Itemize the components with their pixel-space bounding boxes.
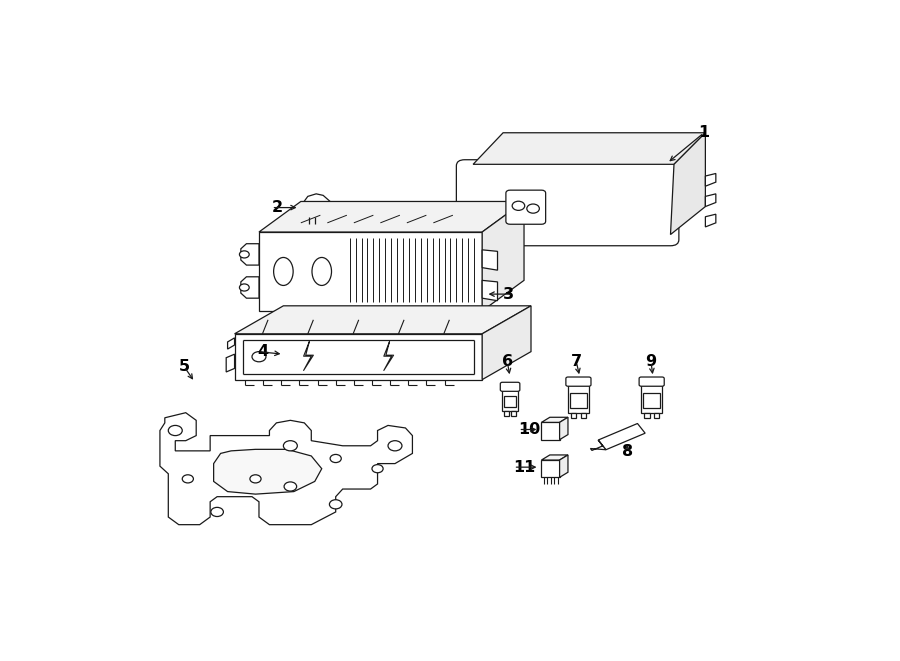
Polygon shape: [706, 194, 716, 207]
Polygon shape: [235, 306, 531, 334]
Text: 6: 6: [501, 354, 513, 369]
Polygon shape: [241, 277, 259, 298]
Circle shape: [284, 441, 297, 451]
Circle shape: [284, 482, 297, 491]
Polygon shape: [706, 173, 716, 186]
Bar: [644, 412, 650, 418]
Polygon shape: [482, 306, 531, 379]
Text: 9: 9: [645, 354, 656, 369]
Polygon shape: [226, 354, 235, 372]
Text: 7: 7: [571, 354, 582, 369]
Polygon shape: [280, 311, 302, 324]
FancyBboxPatch shape: [566, 377, 591, 386]
Polygon shape: [590, 440, 606, 450]
Polygon shape: [228, 338, 235, 349]
Polygon shape: [473, 133, 706, 165]
FancyBboxPatch shape: [456, 160, 679, 246]
Circle shape: [372, 465, 383, 473]
Polygon shape: [235, 334, 482, 379]
Bar: [571, 412, 576, 418]
Circle shape: [526, 204, 539, 214]
Bar: [580, 412, 586, 418]
Polygon shape: [482, 202, 524, 311]
Text: 1: 1: [698, 126, 709, 140]
Bar: [511, 411, 516, 416]
Ellipse shape: [274, 258, 293, 286]
FancyBboxPatch shape: [500, 382, 520, 391]
Polygon shape: [482, 280, 498, 301]
Polygon shape: [560, 417, 568, 440]
Text: 8: 8: [622, 444, 633, 459]
Polygon shape: [482, 250, 498, 270]
Polygon shape: [542, 460, 560, 477]
Polygon shape: [542, 417, 568, 422]
Text: 10: 10: [518, 422, 541, 437]
Bar: [505, 395, 516, 407]
Bar: [570, 393, 587, 408]
FancyBboxPatch shape: [506, 190, 545, 224]
Circle shape: [512, 201, 525, 210]
Polygon shape: [322, 311, 341, 324]
Circle shape: [388, 441, 402, 451]
Polygon shape: [241, 244, 259, 265]
Polygon shape: [670, 133, 706, 235]
Circle shape: [239, 284, 249, 291]
Bar: [644, 393, 660, 408]
FancyBboxPatch shape: [639, 377, 664, 386]
Circle shape: [211, 508, 223, 516]
Polygon shape: [160, 412, 412, 525]
Polygon shape: [542, 455, 568, 460]
Bar: [568, 385, 589, 412]
Polygon shape: [213, 449, 322, 494]
Polygon shape: [364, 311, 381, 324]
Polygon shape: [259, 202, 524, 232]
Circle shape: [250, 475, 261, 483]
Text: 4: 4: [257, 344, 269, 359]
Text: 2: 2: [272, 200, 283, 215]
Bar: [653, 412, 660, 418]
Circle shape: [252, 352, 266, 362]
Text: 11: 11: [514, 459, 536, 475]
Polygon shape: [259, 232, 482, 311]
Text: 5: 5: [179, 360, 190, 374]
Ellipse shape: [312, 258, 331, 286]
Text: 3: 3: [502, 287, 514, 301]
Circle shape: [330, 454, 341, 463]
Circle shape: [168, 426, 182, 436]
Bar: [502, 390, 518, 411]
Polygon shape: [598, 424, 645, 449]
Circle shape: [182, 475, 194, 483]
Bar: [641, 385, 662, 412]
Polygon shape: [542, 422, 560, 440]
Bar: [505, 411, 508, 416]
Polygon shape: [706, 214, 716, 227]
Polygon shape: [560, 455, 568, 477]
Circle shape: [239, 251, 249, 258]
Circle shape: [329, 500, 342, 509]
Polygon shape: [302, 194, 330, 224]
